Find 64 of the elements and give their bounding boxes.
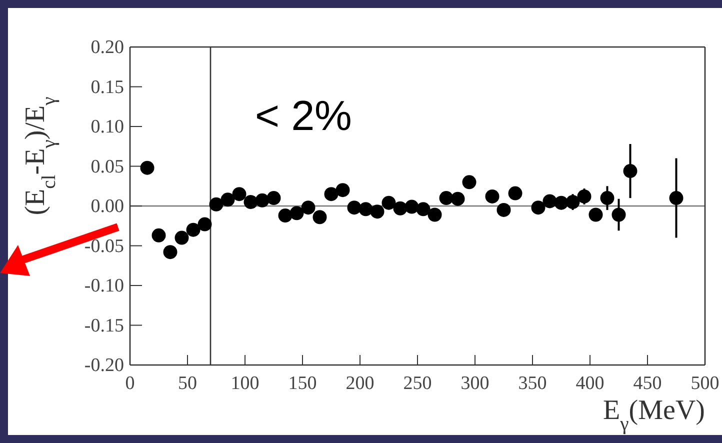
point: [531, 200, 546, 215]
point: [577, 189, 592, 204]
y-tick-label: 0.00: [90, 196, 124, 217]
point: [358, 202, 373, 216]
x-tick-label: 500: [690, 373, 720, 394]
point: [255, 193, 270, 208]
point: [266, 191, 281, 206]
y-tick-label: 0.10: [90, 116, 124, 138]
point: [174, 230, 189, 245]
point: [220, 192, 235, 207]
point: [554, 196, 568, 210]
y-tick-label: -0.10: [84, 276, 124, 296]
point: [508, 186, 522, 200]
point: [290, 206, 304, 220]
point: [588, 208, 603, 222]
point: [209, 197, 224, 212]
point: [439, 191, 454, 206]
point: [336, 183, 350, 198]
point: [450, 192, 465, 206]
y-tick-label: -0.05: [84, 236, 124, 257]
annotation: < 2%: [255, 92, 352, 139]
x-tick-label: 350: [518, 373, 547, 394]
x-tick-label: 400: [576, 373, 604, 394]
point: [485, 189, 500, 204]
point: [416, 202, 430, 216]
point: [312, 210, 327, 224]
point: [347, 200, 362, 215]
point: [496, 202, 511, 217]
point: [232, 187, 246, 202]
y-tick-label: -0.15: [84, 315, 124, 336]
y-tick-label: -0.20: [84, 355, 124, 376]
point: [370, 204, 384, 219]
point: [163, 245, 178, 260]
point: [669, 191, 684, 206]
point: [278, 208, 292, 223]
x-tick-label: 50: [178, 373, 197, 394]
point: [198, 217, 212, 232]
y-tick-label: 0.05: [90, 156, 124, 178]
point: [428, 208, 442, 222]
x-tick-label: 100: [230, 373, 260, 394]
x-tick-label: 150: [288, 373, 317, 394]
point: [600, 191, 614, 206]
x-axis-title: E$_{γ}$(MeV): [603, 395, 705, 434]
x-tick-label: 300: [460, 373, 490, 394]
point: [462, 175, 476, 190]
point: [393, 201, 408, 216]
x-tick-label: 450: [633, 373, 662, 394]
point: [244, 195, 258, 210]
point: [152, 228, 166, 242]
x-tick-label: 250: [403, 373, 432, 394]
point: [542, 194, 557, 208]
point: [140, 160, 154, 175]
y-tick-label: 0.15: [90, 76, 124, 98]
y-tick-label: 0.20: [90, 37, 124, 58]
point: [301, 200, 316, 215]
point: [612, 208, 626, 222]
point: [404, 200, 419, 214]
point: [623, 164, 638, 178]
point: [382, 196, 396, 210]
point: [566, 195, 580, 210]
x-tick-label: 200: [346, 373, 374, 394]
point: [186, 222, 200, 237]
x-tick-label: 0: [125, 373, 135, 394]
point: [324, 187, 338, 202]
